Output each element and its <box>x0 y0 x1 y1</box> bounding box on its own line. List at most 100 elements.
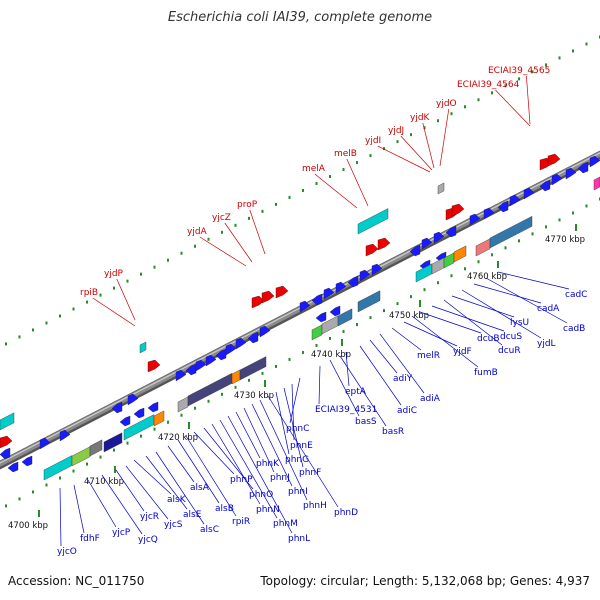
genome-summary-text: Topology: circular; Length: 5,132,068 bp… <box>260 574 590 588</box>
forward-gene-arrow <box>235 337 247 350</box>
leader-line <box>497 271 570 290</box>
leader-line <box>318 365 321 405</box>
gene-label-bottom: phnC <box>286 424 309 434</box>
tick-dot <box>207 237 210 241</box>
tick-dot <box>518 77 520 81</box>
tick-dot <box>126 279 129 283</box>
leader-line <box>73 484 85 534</box>
leader-line <box>526 75 531 125</box>
tick-dot <box>504 84 507 88</box>
kbp-label: 4720 kbp <box>158 433 198 443</box>
forward-gene-arrow <box>551 173 563 186</box>
operon-box <box>177 396 189 413</box>
leader-line <box>314 173 358 209</box>
tick-dot <box>315 343 318 347</box>
leader-line <box>411 315 479 368</box>
tick-dot <box>531 232 534 236</box>
forward-gene-arrow <box>445 225 457 238</box>
forward-gene-arrow <box>147 401 159 413</box>
gene-label-bottom: melR <box>417 351 440 361</box>
forward-gene-arrow <box>509 194 521 207</box>
leader-line <box>185 435 237 517</box>
tick-dot <box>545 63 547 67</box>
gene-label-top: yjcZ <box>212 213 231 223</box>
tick-dot <box>113 286 115 290</box>
operon-box <box>153 410 165 427</box>
tick-dot <box>140 272 142 276</box>
leader-line <box>443 299 503 346</box>
forward-gene-arrow <box>371 263 383 276</box>
leader-line <box>422 122 435 169</box>
tick-dot <box>450 112 453 116</box>
operon-box <box>453 245 467 263</box>
forward-gene-arrow <box>247 331 259 344</box>
tick-dot <box>450 274 453 278</box>
forward-gene-arrow <box>119 415 131 427</box>
gene-label-bottom: cadA <box>537 304 560 314</box>
forward-gene-arrow <box>185 363 197 376</box>
tick-dot <box>342 168 345 172</box>
forward-gene-arrow <box>497 200 509 213</box>
gene-label-bottom: dcuB <box>477 334 500 344</box>
operon-box <box>139 341 147 354</box>
operon-box <box>443 252 455 269</box>
gene-label-top: yjdP <box>104 269 124 279</box>
leader-line <box>92 297 136 327</box>
tick-dot <box>275 364 277 368</box>
operon-box <box>0 412 15 431</box>
reverse-gene-arrow <box>251 295 265 309</box>
forward-gene-arrow <box>225 343 237 356</box>
leader-line <box>379 333 425 394</box>
leader-line <box>451 295 515 318</box>
leader-line <box>495 89 531 127</box>
tick-dot <box>18 497 21 501</box>
leader-line <box>259 399 308 501</box>
tick-dot <box>194 244 196 248</box>
forward-gene-arrow <box>0 447 11 460</box>
tick-dot <box>504 246 507 250</box>
operon-box <box>337 308 353 327</box>
gene-label-bottom: phnG <box>285 455 309 465</box>
gene-label-bottom: adiC <box>397 406 417 416</box>
tick-dot <box>396 140 399 144</box>
leader-line <box>199 236 247 267</box>
gene-label-bottom: phnP <box>230 475 253 485</box>
tick-dot <box>5 342 7 346</box>
operon-box <box>103 432 123 453</box>
leader-line <box>167 445 195 483</box>
kbp-label: 4700 kbp <box>8 521 48 531</box>
gene-label-bottom: yjcP <box>112 528 131 538</box>
gene-label-top: ECIAI39_4564 <box>457 80 520 90</box>
kbp-label: 4740 kbp <box>311 350 351 360</box>
forward-gene-arrow <box>205 354 217 367</box>
tick-dot <box>410 133 412 137</box>
gene-label-top: yjdA <box>187 227 208 237</box>
forward-gene-arrow <box>133 407 145 419</box>
leader-line <box>329 359 360 417</box>
gene-label-top: yjdJ <box>388 126 404 136</box>
tick-dot <box>396 302 399 306</box>
tick-dot <box>572 49 574 53</box>
forward-gene-arrow <box>483 207 495 220</box>
tick-dot <box>45 321 48 325</box>
tick-dot <box>194 406 196 410</box>
forward-gene-arrow <box>323 287 335 300</box>
tick-dot <box>32 490 34 494</box>
kbp-label: 4730 kbp <box>234 391 274 401</box>
operon-box <box>437 182 445 195</box>
gene-label-bottom: phnL <box>288 534 310 544</box>
gene-label-bottom: phnD <box>334 508 358 518</box>
forward-gene-arrow <box>111 401 123 414</box>
tick-dot <box>275 202 277 206</box>
gene-label-bottom: phnF <box>299 468 321 478</box>
gene-label-bottom: adiA <box>420 394 441 404</box>
leader-line <box>235 411 261 459</box>
tick-dot <box>5 504 7 508</box>
tick-dot <box>585 42 588 46</box>
tick-dot <box>180 413 183 417</box>
tick-dot <box>356 323 358 327</box>
leader-line <box>87 479 117 528</box>
gene-label-bottom: dcuR <box>498 346 521 356</box>
